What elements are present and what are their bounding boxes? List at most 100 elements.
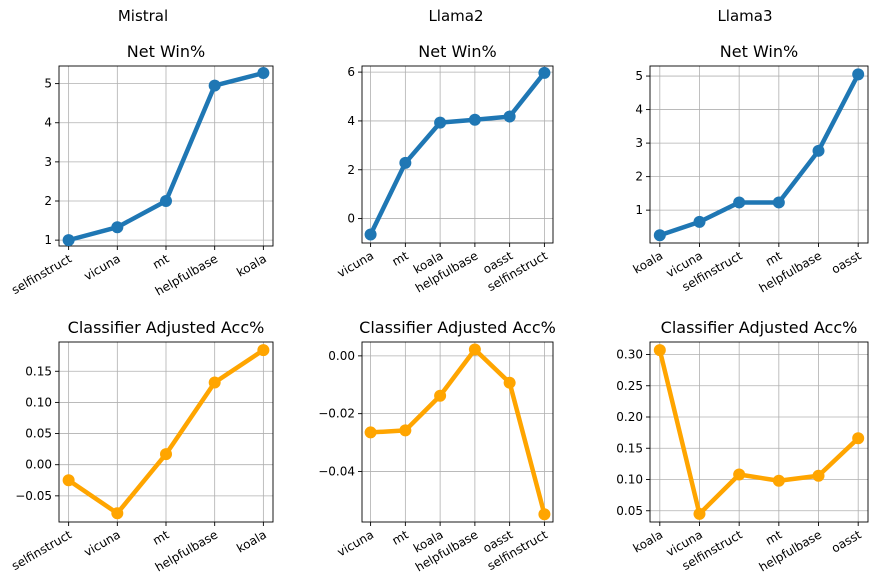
x-tick-label: koala [234,251,269,279]
y-tick-label: 5 [635,69,643,83]
data-point [160,195,172,207]
subplot-title: Classifier Adjusted Acc% [68,318,265,337]
data-point [693,507,706,520]
data-point [257,344,270,357]
y-tick-label: 0.15 [25,364,52,378]
y-tick-label: 3 [635,136,643,150]
x-tick-label: mt [390,248,411,268]
x-tick-label: vicuna [335,248,376,280]
y-tick-label: 3 [44,155,52,169]
y-tick-label: −0.04 [318,464,355,478]
data-point [364,426,377,439]
y-tick-label: 0.20 [616,410,643,424]
data-point [208,376,221,389]
subplot-title: Net Win% [720,42,798,61]
data-point [62,474,75,487]
data-point [772,474,785,487]
data-point [772,196,785,209]
data-point [208,79,221,92]
y-tick-label: 0.00 [25,458,52,472]
y-tick-label: 1 [44,233,52,247]
y-tick-label: 5 [44,77,52,91]
series-line [657,347,861,517]
data-point [434,116,447,129]
data-point [257,67,270,80]
axes-frame [361,341,554,523]
subplot-title: Classifier Adjusted Acc% [359,318,556,337]
data-point [399,156,412,169]
y-tick-label: 6 [347,65,355,79]
data-point [653,229,666,242]
axes-frame [649,341,869,523]
x-tick-label: oasst [829,248,864,276]
subplot-title: Classifier Adjusted Acc% [661,318,858,337]
y-tick-label: 0.25 [616,379,643,393]
y-tick-label: 2 [347,163,355,177]
x-tick-label: koala [631,527,666,555]
data-point [503,110,516,123]
data-point [812,144,825,157]
axes-frame [649,65,869,244]
y-tick-label: 2 [44,194,52,208]
subplot-title: Net Win% [418,42,496,61]
data-point [733,468,746,481]
x-tick-label: vicuna [82,251,123,283]
x-tick-label: oasst [829,527,864,555]
y-tick-label: 2 [635,170,643,184]
column-title-llama2: Llama2 [428,7,483,25]
data-point [434,389,447,402]
x-tick-label: koala [631,248,666,276]
data-point [503,376,516,389]
subplot-llama3-classifier-acc: Classifier Adjusted Acc% 0.05 0.10 0.15 0.20… [616,318,869,574]
y-tick-label: −0.05 [15,489,52,503]
data-point [852,68,865,81]
y-tick-label: 0 [347,212,355,226]
subplot-mistral-classifier-acc: Classifier Adjusted Acc% −0.05 0.00 0.05 0.1… [9,318,274,574]
x-tick-label: vicuna [82,527,123,559]
x-tick-label: mt [763,248,784,268]
x-tick-label: mt [150,251,171,271]
y-tick-label: 0.30 [616,348,643,362]
data-point [653,344,666,357]
data-point [399,424,412,437]
x-tick-label: vicuna [335,527,376,559]
data-point [468,113,481,126]
x-tick-label: mt [150,527,171,547]
data-point [812,469,825,482]
y-tick-label: −0.02 [318,407,355,421]
data-point [733,196,746,209]
x-tick-label: mt [763,527,784,547]
y-tick-label: 4 [347,114,355,128]
data-point [538,508,551,521]
y-tick-label: 0.00 [328,349,355,363]
data-point [693,215,706,228]
x-tick-label: selfinstruct [9,251,74,297]
y-tick-label: 1 [635,203,643,217]
data-point [468,343,481,356]
data-point [62,234,75,247]
data-point [160,448,172,461]
series-line [368,347,547,517]
series-line [368,70,547,237]
y-tick-label: 0.05 [25,427,52,441]
subplot-llama2-classifier-acc: Classifier Adjusted Acc% −0.04 −0.02 0.00 vi… [318,318,556,574]
data-point [111,507,124,520]
axes-frame [361,65,554,244]
subplot-title: Net Win% [127,42,205,61]
data-point [538,66,551,79]
y-tick-label: 4 [635,103,643,117]
data-point [364,228,377,241]
column-title-llama3: Llama3 [717,7,772,25]
data-point [111,221,124,234]
series-line [657,72,861,238]
x-tick-label: selfinstruct [9,527,74,573]
y-tick-label: 4 [44,116,52,130]
y-tick-label: 0.10 [25,395,52,409]
data-point [852,432,865,445]
y-tick-label: 0.05 [616,504,643,518]
